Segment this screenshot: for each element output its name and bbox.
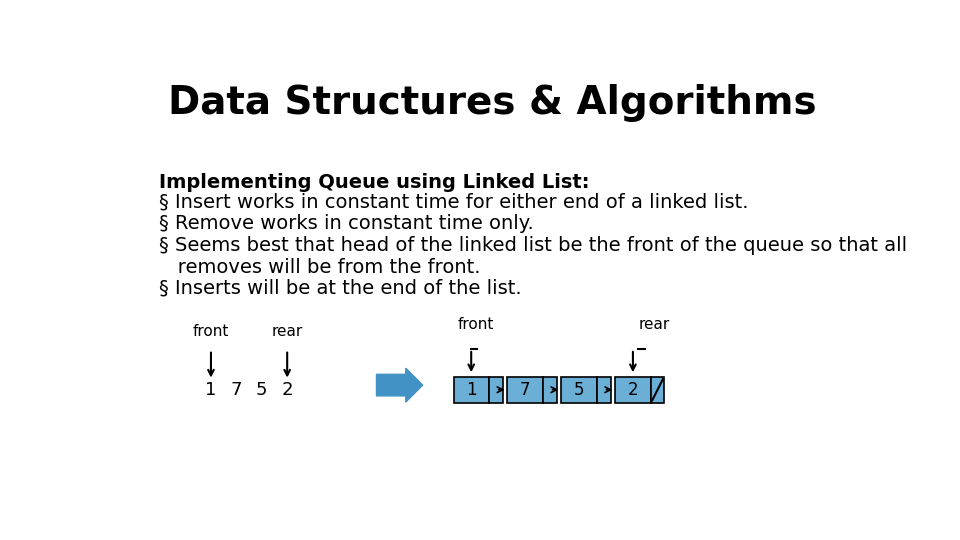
FancyBboxPatch shape bbox=[562, 377, 597, 403]
Text: 2: 2 bbox=[281, 381, 293, 399]
Text: § Remove works in constant time only.: § Remove works in constant time only. bbox=[159, 214, 534, 233]
Text: front: front bbox=[457, 317, 493, 332]
Text: 2: 2 bbox=[628, 381, 638, 399]
FancyBboxPatch shape bbox=[651, 377, 664, 403]
Text: front: front bbox=[193, 324, 229, 339]
FancyArrow shape bbox=[376, 368, 422, 402]
Text: Implementing Queue using Linked List:: Implementing Queue using Linked List: bbox=[159, 173, 589, 192]
Text: § Seems best that head of the linked list be the front of the queue so that all
: § Seems best that head of the linked lis… bbox=[159, 236, 907, 276]
Text: 5: 5 bbox=[256, 381, 268, 399]
Text: § Insert works in constant time for either end of a linked list.: § Insert works in constant time for eith… bbox=[159, 193, 749, 212]
Text: § Inserts will be at the end of the list.: § Inserts will be at the end of the list… bbox=[159, 279, 522, 298]
FancyBboxPatch shape bbox=[508, 377, 542, 403]
Text: Data Structures & Algorithms: Data Structures & Algorithms bbox=[168, 84, 816, 122]
FancyBboxPatch shape bbox=[489, 377, 503, 403]
FancyBboxPatch shape bbox=[453, 377, 489, 403]
Text: 5: 5 bbox=[574, 381, 585, 399]
FancyBboxPatch shape bbox=[615, 377, 651, 403]
Text: 1: 1 bbox=[466, 381, 476, 399]
Text: 7: 7 bbox=[520, 381, 530, 399]
Text: rear: rear bbox=[639, 317, 670, 332]
Text: 1: 1 bbox=[205, 381, 217, 399]
FancyBboxPatch shape bbox=[542, 377, 557, 403]
Text: rear: rear bbox=[272, 324, 302, 339]
Text: 7: 7 bbox=[230, 381, 242, 399]
FancyBboxPatch shape bbox=[597, 377, 611, 403]
